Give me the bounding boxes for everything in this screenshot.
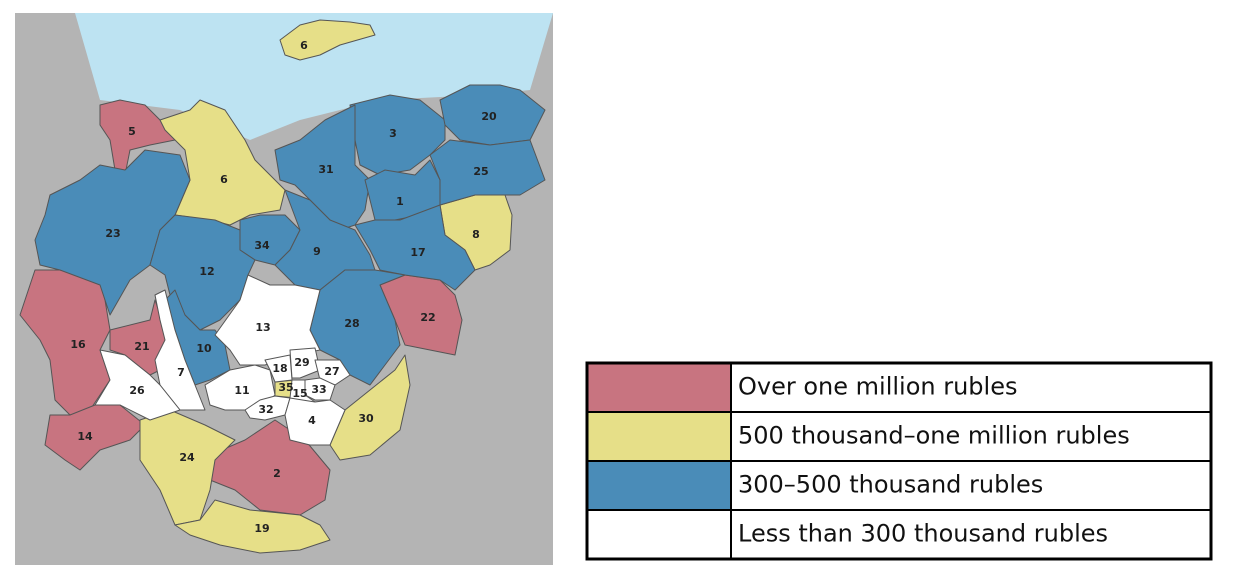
region — [314, 359, 351, 386]
legend-swatch — [587, 510, 731, 559]
region-label: 29 — [294, 356, 309, 369]
region-label: 35 — [278, 381, 293, 394]
region — [274, 104, 371, 231]
region — [174, 499, 331, 554]
region-label: 18 — [272, 362, 287, 375]
region-label: 17 — [410, 246, 425, 259]
region-label: 20 — [481, 110, 497, 123]
region-label: 1 — [396, 195, 404, 208]
legend-label: 300–500 thousand rubles — [738, 471, 1043, 499]
region-label: 24 — [179, 451, 195, 464]
region — [279, 19, 376, 61]
region-label: 11 — [234, 384, 249, 397]
legend-label: 500 thousand–one million rubles — [738, 422, 1130, 450]
region — [214, 274, 321, 366]
legend-swatch — [587, 461, 731, 510]
legend-swatch — [587, 363, 731, 412]
legend: Over one million rubles 500 thousand–one … — [585, 361, 1213, 561]
region-label: 7 — [177, 366, 185, 379]
region-label: 30 — [358, 412, 374, 425]
region — [99, 99, 176, 176]
region-label: 13 — [255, 321, 270, 334]
region-label: 33 — [311, 383, 326, 396]
region — [154, 289, 206, 411]
region-label: 9 — [313, 245, 321, 258]
region — [439, 84, 546, 146]
region-label: 31 — [318, 163, 333, 176]
region — [329, 354, 411, 461]
legend-swatch — [587, 412, 731, 461]
region-label: 23 — [105, 227, 120, 240]
region — [309, 269, 406, 386]
region — [354, 204, 476, 291]
region — [289, 347, 321, 379]
region-label: 32 — [258, 403, 273, 416]
region-label: 14 — [77, 430, 93, 443]
region-label: 27 — [324, 365, 339, 378]
region-label: 26 — [129, 384, 145, 397]
region-label: 16 — [70, 338, 86, 351]
region-label: 22 — [420, 311, 435, 324]
regions — [19, 19, 546, 554]
region-label: 15 — [292, 387, 307, 400]
region-label: 25 — [473, 165, 488, 178]
region — [209, 419, 331, 516]
region-label: 6 — [300, 39, 308, 52]
region-label: 21 — [134, 340, 149, 353]
region — [139, 409, 236, 526]
region-label: 8 — [472, 228, 480, 241]
region-label: 2 — [273, 467, 281, 480]
region-label: 28 — [344, 317, 359, 330]
region-label: 10 — [196, 342, 212, 355]
region-label: 34 — [254, 239, 270, 252]
region — [159, 99, 286, 226]
region — [264, 354, 293, 383]
region-label: 6 — [220, 173, 228, 186]
region-label: 3 — [389, 127, 397, 140]
region-label: 12 — [199, 265, 214, 278]
region — [94, 349, 181, 421]
region — [284, 397, 346, 446]
region-label: 5 — [128, 125, 136, 138]
region-label: 4 — [308, 414, 316, 427]
legend-label: Less than 300 thousand rubles — [738, 520, 1108, 548]
region — [44, 404, 146, 471]
legend-border — [585, 361, 1213, 561]
legend-label: Over one million rubles — [738, 373, 1017, 401]
region-label: 19 — [254, 522, 269, 535]
